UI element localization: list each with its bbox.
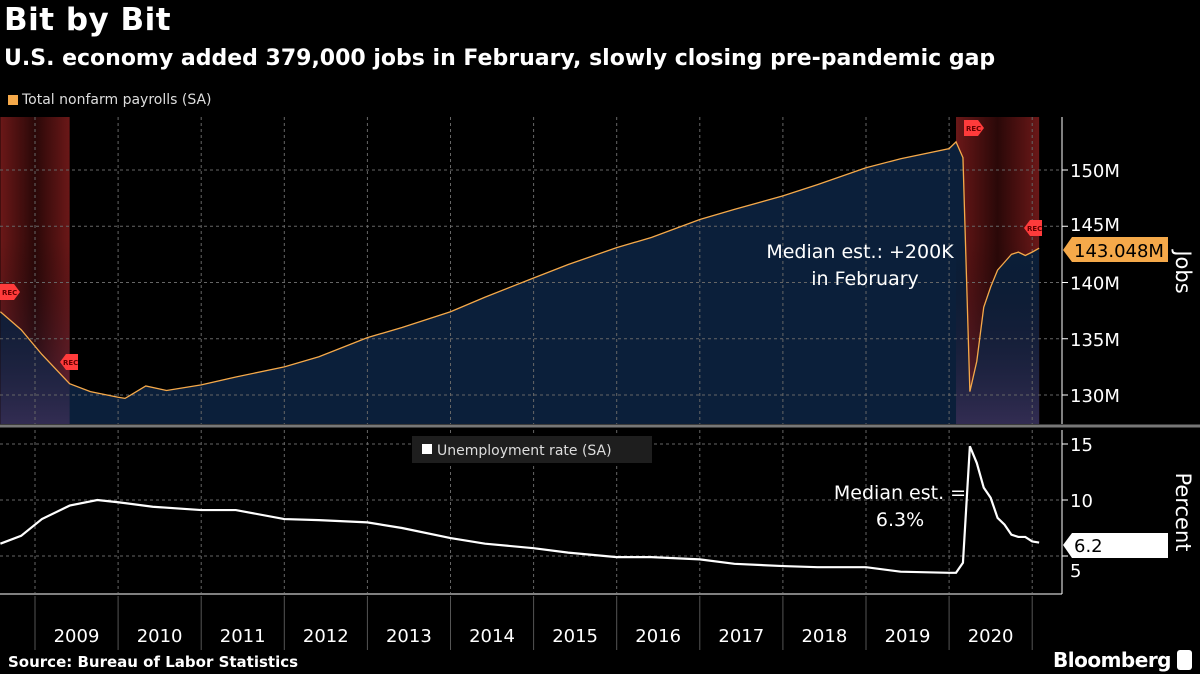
last-value-unemployment: 6.2: [1074, 536, 1103, 557]
recession-flag: [1024, 220, 1042, 236]
legend-unemployment-box: [412, 436, 652, 463]
ytick-label: 10: [1070, 491, 1093, 512]
recession-flag-label: REC: [1027, 225, 1042, 233]
source-note: Source: Bureau of Labor Statistics: [8, 653, 299, 671]
recession-flag: [0, 284, 20, 300]
unemployment-annotation-line2: 6.3%: [876, 509, 924, 531]
xtick-label: 2013: [386, 626, 432, 647]
ytick-label: 15: [1070, 435, 1093, 456]
payroll-annotation-line2: in February: [811, 268, 919, 290]
xtick-label: 2018: [801, 626, 847, 647]
xtick-label: 2017: [718, 626, 764, 647]
xtick-label: 2020: [968, 626, 1014, 647]
ytick-label: 150M: [1070, 161, 1120, 182]
recession-flag-label: REC: [2, 289, 17, 297]
ytick-label: 145M: [1070, 215, 1120, 236]
xtick-label: 2011: [220, 626, 266, 647]
xtick-label: 2009: [54, 626, 100, 647]
recession-flag-label: REC: [63, 359, 78, 367]
legend-label-unemployment: Unemployment rate (SA): [437, 443, 612, 459]
legend-payrolls: Total nonfarm payrolls (SA): [8, 92, 212, 108]
xtick-label: 2015: [552, 626, 598, 647]
payrolls-line: [0, 140, 1040, 400]
unemployment-line: [0, 445, 1040, 574]
payrolls-area: [0, 141, 1040, 424]
brand-text: Bloomberg: [1053, 648, 1171, 672]
unemployment-annotation-line1: Median est. =: [834, 482, 966, 504]
bloomberg-terminal-icon: [1177, 650, 1192, 670]
last-value-tag-unemployment: [1063, 533, 1168, 558]
legend-swatch-unemployment: [422, 444, 432, 454]
ytick-label: 140M: [1070, 274, 1120, 295]
recession-flag: [60, 354, 78, 370]
recession-flag-label: REC: [966, 125, 981, 133]
last-value-tag-payrolls: [1063, 237, 1168, 262]
chart-title: Bit by Bit: [4, 2, 172, 38]
ytick-label: 130M: [1070, 386, 1120, 407]
recession-flag: [964, 120, 984, 136]
xtick-label: 2012: [303, 626, 349, 647]
xtick-label: 2019: [885, 626, 931, 647]
yaxis-label-jobs: Jobs: [1171, 248, 1195, 293]
recession-shade-overlay: [0, 117, 70, 424]
xtick-label: 2010: [137, 626, 183, 647]
legend-label-payrolls: Total nonfarm payrolls (SA): [22, 92, 212, 108]
ytick-label: 135M: [1070, 330, 1120, 351]
ytick-label: 5: [1070, 561, 1081, 582]
bloomberg-logo: Bloomberg: [1053, 648, 1192, 672]
xtick-label: 2016: [635, 626, 681, 647]
legend-swatch-payrolls: [8, 95, 18, 105]
last-value-payrolls: 143.048M: [1074, 241, 1164, 262]
payroll-annotation-line1: Median est.: +200K: [766, 241, 954, 263]
xtick-label: 2014: [469, 626, 515, 647]
chart-subtitle: U.S. economy added 379,000 jobs in Febru…: [4, 46, 996, 71]
yaxis-label-percent: Percent: [1171, 472, 1195, 551]
